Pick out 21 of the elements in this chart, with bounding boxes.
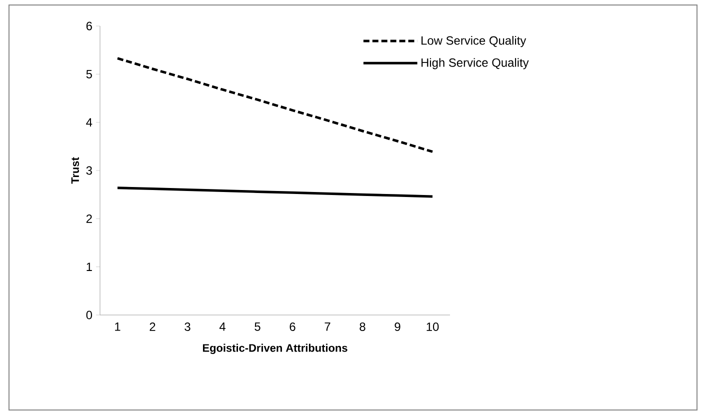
x-tick-label: 5 (254, 322, 260, 331)
x-axis-title: Egoistic-Driven Attributions (202, 344, 348, 354)
x-tick-label: 4 (219, 322, 226, 331)
y-tick-label: 1 (86, 262, 92, 271)
y-axis-title: Trust (71, 157, 80, 184)
x-tick-label: 9 (394, 322, 400, 331)
y-tick-label: 5 (86, 70, 92, 78)
x-tick-label: 1 (115, 322, 120, 331)
x-tick-label: 6 (290, 322, 296, 331)
x-tick-label: 2 (150, 322, 156, 331)
y-tick-label: 2 (86, 214, 92, 223)
x-tick-label: 8 (360, 322, 366, 331)
y-tick-label: 6 (86, 22, 92, 30)
x-tick-label: 7 (324, 322, 330, 331)
legend-label: High Service Quality (422, 58, 529, 70)
y-tick-label: 3 (86, 166, 92, 175)
y-tick-label: 4 (86, 118, 92, 126)
y-tick-label: 0 (86, 310, 92, 320)
x-tick-label: 3 (184, 322, 190, 331)
x-tick-label: 10 (426, 322, 439, 331)
legend-label: Low Service Quality (422, 36, 526, 48)
